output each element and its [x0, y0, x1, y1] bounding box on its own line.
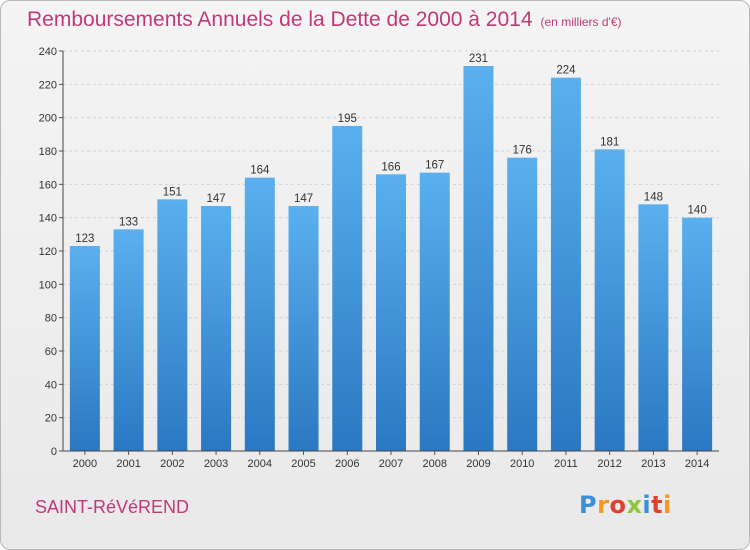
bar-value-label: 147 [206, 193, 225, 205]
bar [550, 77, 581, 452]
bar-value-label: 133 [119, 216, 138, 228]
bar [507, 157, 538, 451]
x-tick-label: 2000 [73, 458, 97, 470]
bar [332, 126, 363, 451]
bar [288, 206, 319, 451]
y-tick-label: 40 [45, 379, 57, 391]
logo-letter: x [626, 491, 643, 519]
x-tick-label: 2006 [335, 458, 359, 470]
bar [419, 172, 450, 451]
axes: 0 20 40 60 80 100 120 140 160 180 200 220 240 2000 200… [39, 46, 719, 470]
x-tick-label: 2009 [466, 458, 490, 470]
y-tick-label: 200 [39, 113, 57, 125]
logo-letter: t [651, 491, 664, 519]
chart-title: Remboursements Annuels de la Dette de 20… [27, 8, 622, 32]
x-tick-label: 2003 [204, 458, 228, 470]
y-tick-label: 0 [51, 446, 57, 458]
x-tick-label: 2007 [379, 458, 403, 470]
proxiti-logo: Proxiti [579, 491, 709, 527]
bar [244, 177, 275, 451]
y-tick-label: 180 [39, 146, 57, 158]
x-tick-label: 2011 [554, 458, 578, 470]
bar-value-label: 140 [688, 205, 707, 217]
logo-letter: i [663, 491, 672, 519]
y-tick-label: 120 [39, 246, 57, 258]
bar-value-label: 147 [294, 193, 313, 205]
logo-letter: P [579, 491, 598, 519]
bar [113, 229, 144, 451]
bar-value-label: 123 [75, 233, 94, 245]
bar [69, 246, 100, 451]
x-tick-label: 2012 [597, 458, 621, 470]
bar-value-label: 231 [469, 53, 488, 65]
commune-name: SAINT-RéVéREND [35, 497, 190, 517]
x-tick-label: 2004 [248, 458, 272, 470]
y-tick-label: 20 [45, 413, 57, 425]
bar-value-label: 224 [556, 65, 576, 77]
bar-value-label: 167 [425, 160, 444, 172]
y-tick-label: 160 [39, 179, 57, 191]
y-tick-label: 100 [39, 279, 57, 291]
x-tick-label: 2013 [641, 458, 665, 470]
bar-value-label: 176 [513, 145, 532, 157]
x-tick-label: 2002 [160, 458, 184, 470]
logo-letter: r [597, 491, 610, 519]
bar-value-label: 148 [644, 191, 663, 203]
bar [463, 66, 494, 451]
x-tick-label: 2001 [116, 458, 140, 470]
x-tick-label: 2008 [422, 458, 446, 470]
x-tick-label: 2010 [510, 458, 534, 470]
bars: 123 133 151 147 164 147 195 166 167 231 176 224 181 1… [69, 53, 713, 452]
bar [638, 204, 669, 451]
chart-title-text: Remboursements Annuels de la Dette de 20… [27, 8, 533, 31]
y-tick-label: 240 [39, 46, 57, 58]
bar [682, 217, 713, 451]
bar [157, 199, 188, 451]
bar-value-label: 151 [163, 186, 182, 198]
y-tick-label: 80 [45, 313, 57, 325]
chart-subtitle: (en milliers d'€) [540, 15, 622, 29]
bar-value-label: 166 [381, 161, 400, 173]
bar [376, 174, 406, 452]
x-tick-label: 2005 [291, 458, 315, 470]
logo-letter: i [642, 491, 652, 519]
bar-value-label: 181 [600, 136, 619, 148]
bar-value-label: 195 [338, 113, 357, 125]
y-tick-label: 220 [39, 79, 57, 91]
bar [594, 149, 625, 452]
bar-value-label: 164 [250, 165, 270, 177]
y-tick-label: 60 [45, 346, 57, 358]
y-tick-label: 140 [39, 213, 57, 225]
x-tick-label: 2014 [685, 458, 709, 470]
logo-letter: o [609, 491, 627, 519]
bar [201, 206, 232, 451]
